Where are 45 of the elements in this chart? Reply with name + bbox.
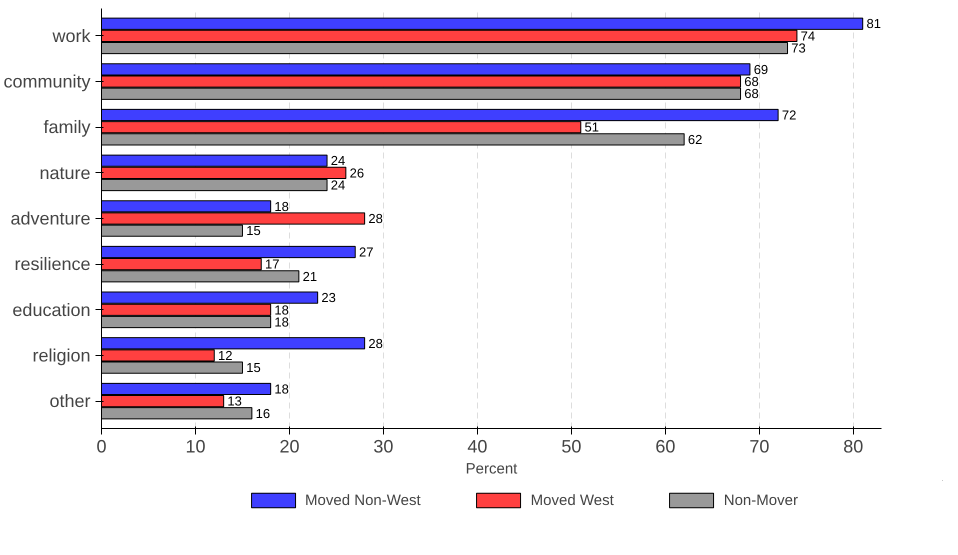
data-label: 72 <box>782 108 796 123</box>
legend-label: Non-Mover <box>724 492 798 508</box>
data-label: 26 <box>350 165 364 180</box>
data-label: 24 <box>330 153 346 168</box>
x-tick-label: 60 <box>655 436 676 456</box>
data-label: 27 <box>358 244 374 260</box>
x-tick-label: 50 <box>561 436 582 456</box>
data-label: 24 <box>330 178 346 193</box>
x-tick-label: 0 <box>96 436 107 456</box>
y-tick-label: nature <box>39 162 91 183</box>
data-label: 51 <box>584 120 600 135</box>
y-tick-label: religion <box>32 345 91 366</box>
data-label: 23 <box>321 290 336 306</box>
data-label: 69 <box>754 62 768 77</box>
x-tick-label: 10 <box>185 436 206 456</box>
data-label: 28 <box>368 211 383 226</box>
x-tick-label: 40 <box>467 436 488 456</box>
data-label: 74 <box>800 28 816 44</box>
x-tick-label: 70 <box>749 436 770 456</box>
data-label: 21 <box>302 268 318 284</box>
y-tick-label: other <box>49 391 91 412</box>
y-tick-label: adventure <box>10 208 91 228</box>
data-label: 18 <box>274 198 289 214</box>
x-tick-label: 30 <box>373 436 394 456</box>
data-label: 28 <box>368 336 383 351</box>
y-tick-label: community <box>3 72 91 92</box>
data-label: 15 <box>246 223 261 238</box>
y-tick-label: work <box>51 26 92 46</box>
data-label: 16 <box>256 406 270 421</box>
x-axis-title: Percent <box>466 460 518 478</box>
data-label: 13 <box>227 394 242 409</box>
data-label: 81 <box>866 16 881 32</box>
y-tick-label: education <box>12 300 91 320</box>
data-label: 18 <box>274 381 289 396</box>
x-tick-label: 80 <box>843 436 864 456</box>
y-tick-label: resilience <box>14 254 91 274</box>
data-label: 62 <box>688 132 702 147</box>
data-label: 17 <box>265 256 280 272</box>
y-tick-label: family <box>43 117 91 138</box>
data-label: 15 <box>246 360 261 376</box>
data-label: 73 <box>791 40 806 56</box>
legend-label: Moved Non-West <box>305 492 421 508</box>
legend-label: Moved West <box>530 492 614 508</box>
data-label: 12 <box>218 348 232 363</box>
x-tick-label: 20 <box>279 436 300 456</box>
